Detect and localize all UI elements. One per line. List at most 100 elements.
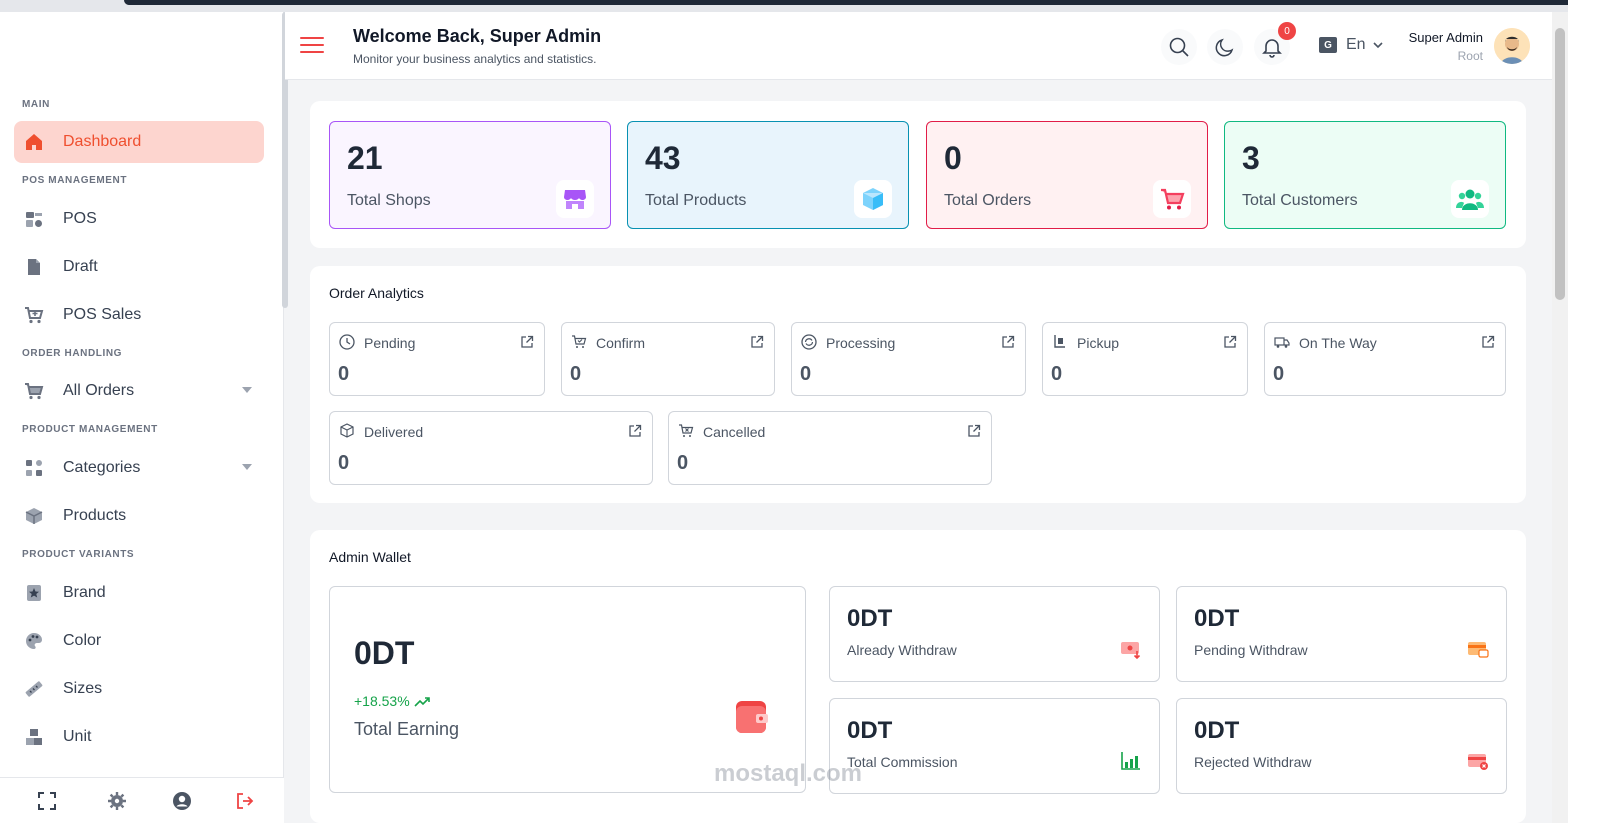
sidebar-item-color[interactable]: Color (14, 620, 264, 662)
stat-card-shops[interactable]: 21 Total Shops (329, 121, 611, 229)
ruler-icon (24, 679, 44, 699)
sidebar-item-all-orders[interactable]: All Orders (14, 370, 264, 412)
search-button[interactable] (1161, 29, 1197, 65)
sidebar-item-dashboard[interactable]: Dashboard (14, 121, 264, 163)
stat-label: Total Shops (347, 192, 431, 209)
settings-icon[interactable] (106, 790, 128, 812)
box-icon (854, 180, 892, 218)
sidebar-item-categories[interactable]: Categories (14, 447, 264, 489)
translate-icon: G (1319, 37, 1337, 53)
section-title-pos: POS MANAGEMENT (22, 175, 128, 186)
sidebar-item-label: Dashboard (63, 133, 142, 150)
stat-card-orders[interactable]: 0 Total Orders (926, 121, 1208, 229)
withdraw-label: Pending Withdraw (1194, 642, 1308, 658)
cart-plus-icon (24, 305, 44, 325)
order-status-processing[interactable]: Processing 0 (791, 322, 1026, 396)
external-link-icon (968, 424, 981, 437)
bar-chart-icon (1119, 749, 1143, 773)
trending-up-icon (413, 697, 430, 707)
order-status-value: 0 (338, 452, 350, 474)
page-title: Welcome Back, Super Admin (353, 26, 602, 46)
stat-label: Total Customers (1242, 192, 1358, 209)
stat-card-products[interactable]: 43 Total Products (627, 121, 909, 229)
withdraw-amount: 0DT (847, 605, 893, 632)
sidebar-item-pos-sales[interactable]: POS Sales (14, 294, 264, 336)
external-link-icon (1482, 335, 1495, 348)
admin-wallet-title: Admin Wallet (329, 549, 411, 565)
sidebar-item-unit[interactable]: Unit (14, 716, 264, 758)
sidebar-item-label: All Orders (63, 382, 135, 399)
profile-icon[interactable] (171, 790, 193, 812)
page-subtitle: Monitor your business analytics and stat… (353, 52, 597, 66)
order-status-delivered[interactable]: Delivered 0 (329, 411, 653, 485)
order-analytics-title: Order Analytics (329, 285, 424, 301)
sidebar: MAIN Dashboard POS MANAGEMENT POS Draft … (0, 12, 284, 823)
categories-icon (24, 458, 44, 478)
card-pending-icon (1466, 637, 1490, 661)
section-title-main: MAIN (22, 99, 50, 110)
sidebar-item-sizes[interactable]: Sizes (14, 668, 264, 710)
home-icon (24, 132, 44, 152)
order-status-cancelled[interactable]: Cancelled 0 (668, 411, 992, 485)
shopping-cart-icon (1153, 180, 1191, 218)
withdraw-label: Already Withdraw (847, 642, 957, 658)
withdraw-amount: 0DT (1194, 605, 1240, 632)
growth-value: +18.53% (354, 693, 410, 709)
users-icon (1451, 180, 1489, 218)
total-commission-card[interactable]: 0DT Total Commission (829, 698, 1160, 794)
sidebar-item-draft[interactable]: Draft (14, 246, 264, 288)
external-link-icon (521, 335, 534, 348)
sidebar-item-products[interactable]: Products (14, 495, 264, 537)
avatar[interactable] (1494, 28, 1530, 64)
dark-mode-button[interactable] (1207, 29, 1243, 65)
sidebar-item-pos[interactable]: POS (14, 198, 264, 240)
sidebar-item-label: Products (63, 507, 127, 524)
order-status-label: On The Way (1299, 335, 1377, 351)
order-status-label: Processing (826, 335, 896, 351)
order-status-confirm[interactable]: Confirm 0 (561, 322, 775, 396)
stat-value: 3 (1242, 140, 1260, 176)
sidebar-item-label: POS Sales (63, 306, 142, 323)
moon-icon (1215, 38, 1234, 57)
refresh-icon (801, 334, 817, 350)
stat-card-customers[interactable]: 3 Total Customers (1224, 121, 1506, 229)
chevron-down-icon (1373, 42, 1383, 49)
sidebar-item-label: Draft (63, 258, 98, 275)
order-status-value: 0 (677, 452, 689, 474)
main-scrollbar-thumb[interactable] (1555, 28, 1565, 300)
already-withdraw-card[interactable]: 0DT Already Withdraw (829, 586, 1160, 682)
stat-value: 43 (645, 140, 681, 176)
rejected-withdraw-card[interactable]: 0DT Rejected Withdraw (1176, 698, 1507, 794)
cart-icon (24, 381, 44, 401)
stat-label: Total Products (645, 192, 747, 209)
order-status-value: 0 (570, 363, 582, 385)
growth-indicator: +18.53% (354, 693, 430, 709)
sidebar-item-brand[interactable]: Brand (14, 572, 264, 614)
fullscreen-icon[interactable] (36, 790, 58, 812)
sidebar-item-label: POS (63, 210, 97, 227)
browser-tab-edge (124, 0, 1584, 5)
language-selector[interactable]: G En (1319, 36, 1385, 54)
pending-withdraw-card[interactable]: 0DT Pending Withdraw (1176, 586, 1507, 682)
order-status-pickup[interactable]: Pickup 0 (1042, 322, 1248, 396)
menu-toggle-button[interactable] (300, 37, 324, 53)
order-status-label: Cancelled (703, 424, 766, 440)
logout-icon[interactable] (234, 790, 256, 812)
notification-badge: 0 (1278, 22, 1296, 40)
box-icon (24, 506, 44, 526)
order-status-value: 0 (800, 363, 812, 385)
chevron-down-icon (242, 464, 252, 470)
order-status-on-the-way[interactable]: On The Way 0 (1264, 322, 1506, 396)
sidebar-item-label: Categories (63, 459, 141, 476)
order-status-pending[interactable]: Pending 0 (329, 322, 545, 396)
truck-icon (1274, 337, 1290, 348)
order-status-label: Pending (364, 335, 416, 351)
total-earning-card[interactable]: 0DT +18.53% Total Earning (329, 586, 806, 793)
bell-icon (1262, 39, 1282, 58)
sidebar-scrollbar[interactable] (282, 12, 288, 308)
order-status-value: 0 (338, 363, 350, 385)
section-title-variants: PRODUCT VARIANTS (22, 549, 135, 560)
language-label: En (1346, 36, 1366, 53)
order-status-label: Delivered (364, 424, 424, 440)
stat-label: Total Orders (944, 192, 1032, 209)
